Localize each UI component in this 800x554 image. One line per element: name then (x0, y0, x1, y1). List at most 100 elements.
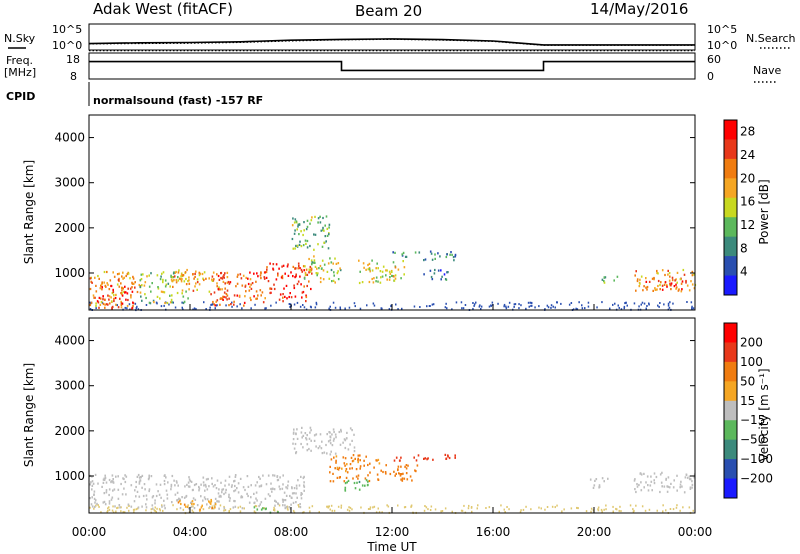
near-range-speck (162, 509, 164, 512)
near-range-speck (270, 304, 272, 307)
echo-cell-0 (272, 474, 274, 477)
echo-cell-3 (349, 427, 352, 430)
echo-cell-2 (145, 296, 147, 300)
echo-cell-8 (372, 281, 375, 284)
echo-cell-12 (654, 287, 656, 290)
echo-cell-0 (271, 487, 274, 490)
echo-cell-2 (169, 285, 171, 288)
near-range-speck (575, 307, 577, 310)
echo-cell-0 (158, 493, 161, 496)
echo-cell-5 (299, 275, 301, 278)
echo-cell-3 (305, 438, 308, 441)
echo-cell-0 (90, 301, 93, 304)
echo-cell-3 (340, 430, 342, 433)
echo-cell-7 (400, 456, 402, 459)
echo-cell-2 (144, 281, 147, 284)
echo-cell-1 (117, 306, 120, 309)
near-range-speck (239, 510, 242, 513)
near-range-speck (231, 301, 233, 304)
echo-cell-9 (672, 486, 675, 489)
echo-cell-2 (146, 275, 148, 278)
near-range-speck (134, 302, 137, 305)
echo-cell-6 (400, 465, 402, 468)
near-range-speck (348, 306, 351, 309)
near-range-speck (264, 307, 266, 310)
echo-cell-2 (169, 294, 171, 297)
echo-cell-6 (337, 278, 340, 281)
echo-cell-6 (339, 267, 341, 270)
noise-right-tick-bottom: 10^0 (707, 39, 737, 52)
echo-cell-0 (110, 296, 112, 299)
echo-cell-7 (325, 240, 327, 243)
echo-cell-5 (294, 295, 297, 298)
near-range-speck (506, 506, 508, 508)
echo-cell-10 (447, 271, 449, 274)
near-range-speck (326, 505, 328, 508)
near-range-speck (530, 304, 532, 307)
echo-cell-2 (177, 279, 180, 282)
echo-cell-5 (296, 282, 299, 286)
echo-cell-4 (257, 294, 259, 297)
echo-cell-9 (659, 473, 662, 476)
echo-cell-0 (124, 474, 126, 477)
echo-cell-0 (200, 483, 202, 486)
echo-cell-6 (323, 263, 326, 266)
near-range-speck (401, 307, 403, 310)
echo-cell-9 (454, 253, 457, 256)
echo-cell-0 (253, 501, 256, 504)
echo-cell-0 (204, 483, 207, 486)
near-range-speck (551, 505, 554, 508)
near-range-speck (253, 510, 256, 513)
colorbar-segment (724, 236, 737, 257)
echo-cell-12 (638, 285, 641, 288)
echo-cell-0 (129, 277, 131, 280)
echo-cell-3 (320, 447, 323, 450)
near-range-speck (520, 304, 522, 307)
echo-cell-4 (212, 300, 214, 304)
echo-cell-4 (217, 288, 220, 291)
echo-cell-8 (386, 278, 388, 281)
echo-cell-1 (101, 286, 103, 289)
echo-cell-5 (310, 287, 312, 291)
near-range-speck (192, 511, 195, 514)
echo-cell-12 (656, 288, 658, 291)
echo-cell-0 (206, 503, 208, 506)
echo-cell-4 (250, 298, 252, 302)
echo-cell-0 (151, 504, 154, 507)
echo-cell-9 (451, 253, 453, 256)
near-range-speck (429, 509, 432, 511)
near-range-speck (299, 305, 302, 308)
echo-cell-6 (314, 265, 317, 268)
echo-cell-9 (688, 475, 691, 478)
echo-cell-6 (339, 269, 342, 272)
echo-cell-9 (643, 486, 645, 489)
echo-cell-9 (639, 472, 642, 475)
echo-cell-12 (675, 278, 677, 281)
echo-cell-4 (227, 280, 230, 284)
near-range-speck (275, 301, 277, 304)
echo-cell-2 (262, 507, 264, 510)
echo-cell-4 (220, 276, 222, 280)
echo-cell-12 (667, 273, 669, 276)
echo-cell-8 (386, 269, 388, 272)
near-range-speck (351, 508, 353, 511)
echo-cell-12 (688, 289, 691, 292)
echo-cell-2 (160, 290, 163, 293)
near-range-speck (123, 511, 126, 514)
echo-cell-0 (241, 507, 244, 510)
echo-cell-6 (336, 272, 339, 275)
near-range-speck (572, 308, 575, 311)
echo-cell-9 (683, 491, 686, 494)
near-range-speck (568, 303, 571, 306)
echo-cell-0 (246, 492, 248, 495)
echo-cell-0 (283, 491, 286, 494)
echo-cell-8 (403, 273, 405, 276)
echo-cell-4 (222, 295, 224, 298)
echo-cell-11 (603, 276, 606, 279)
echo-cell-12 (639, 282, 641, 285)
echo-cell-3 (326, 433, 328, 436)
near-range-speck (237, 506, 239, 509)
echo-cell-0 (277, 502, 279, 505)
freq-label: Freq. (6, 54, 33, 67)
echo-cell-0 (103, 492, 106, 495)
